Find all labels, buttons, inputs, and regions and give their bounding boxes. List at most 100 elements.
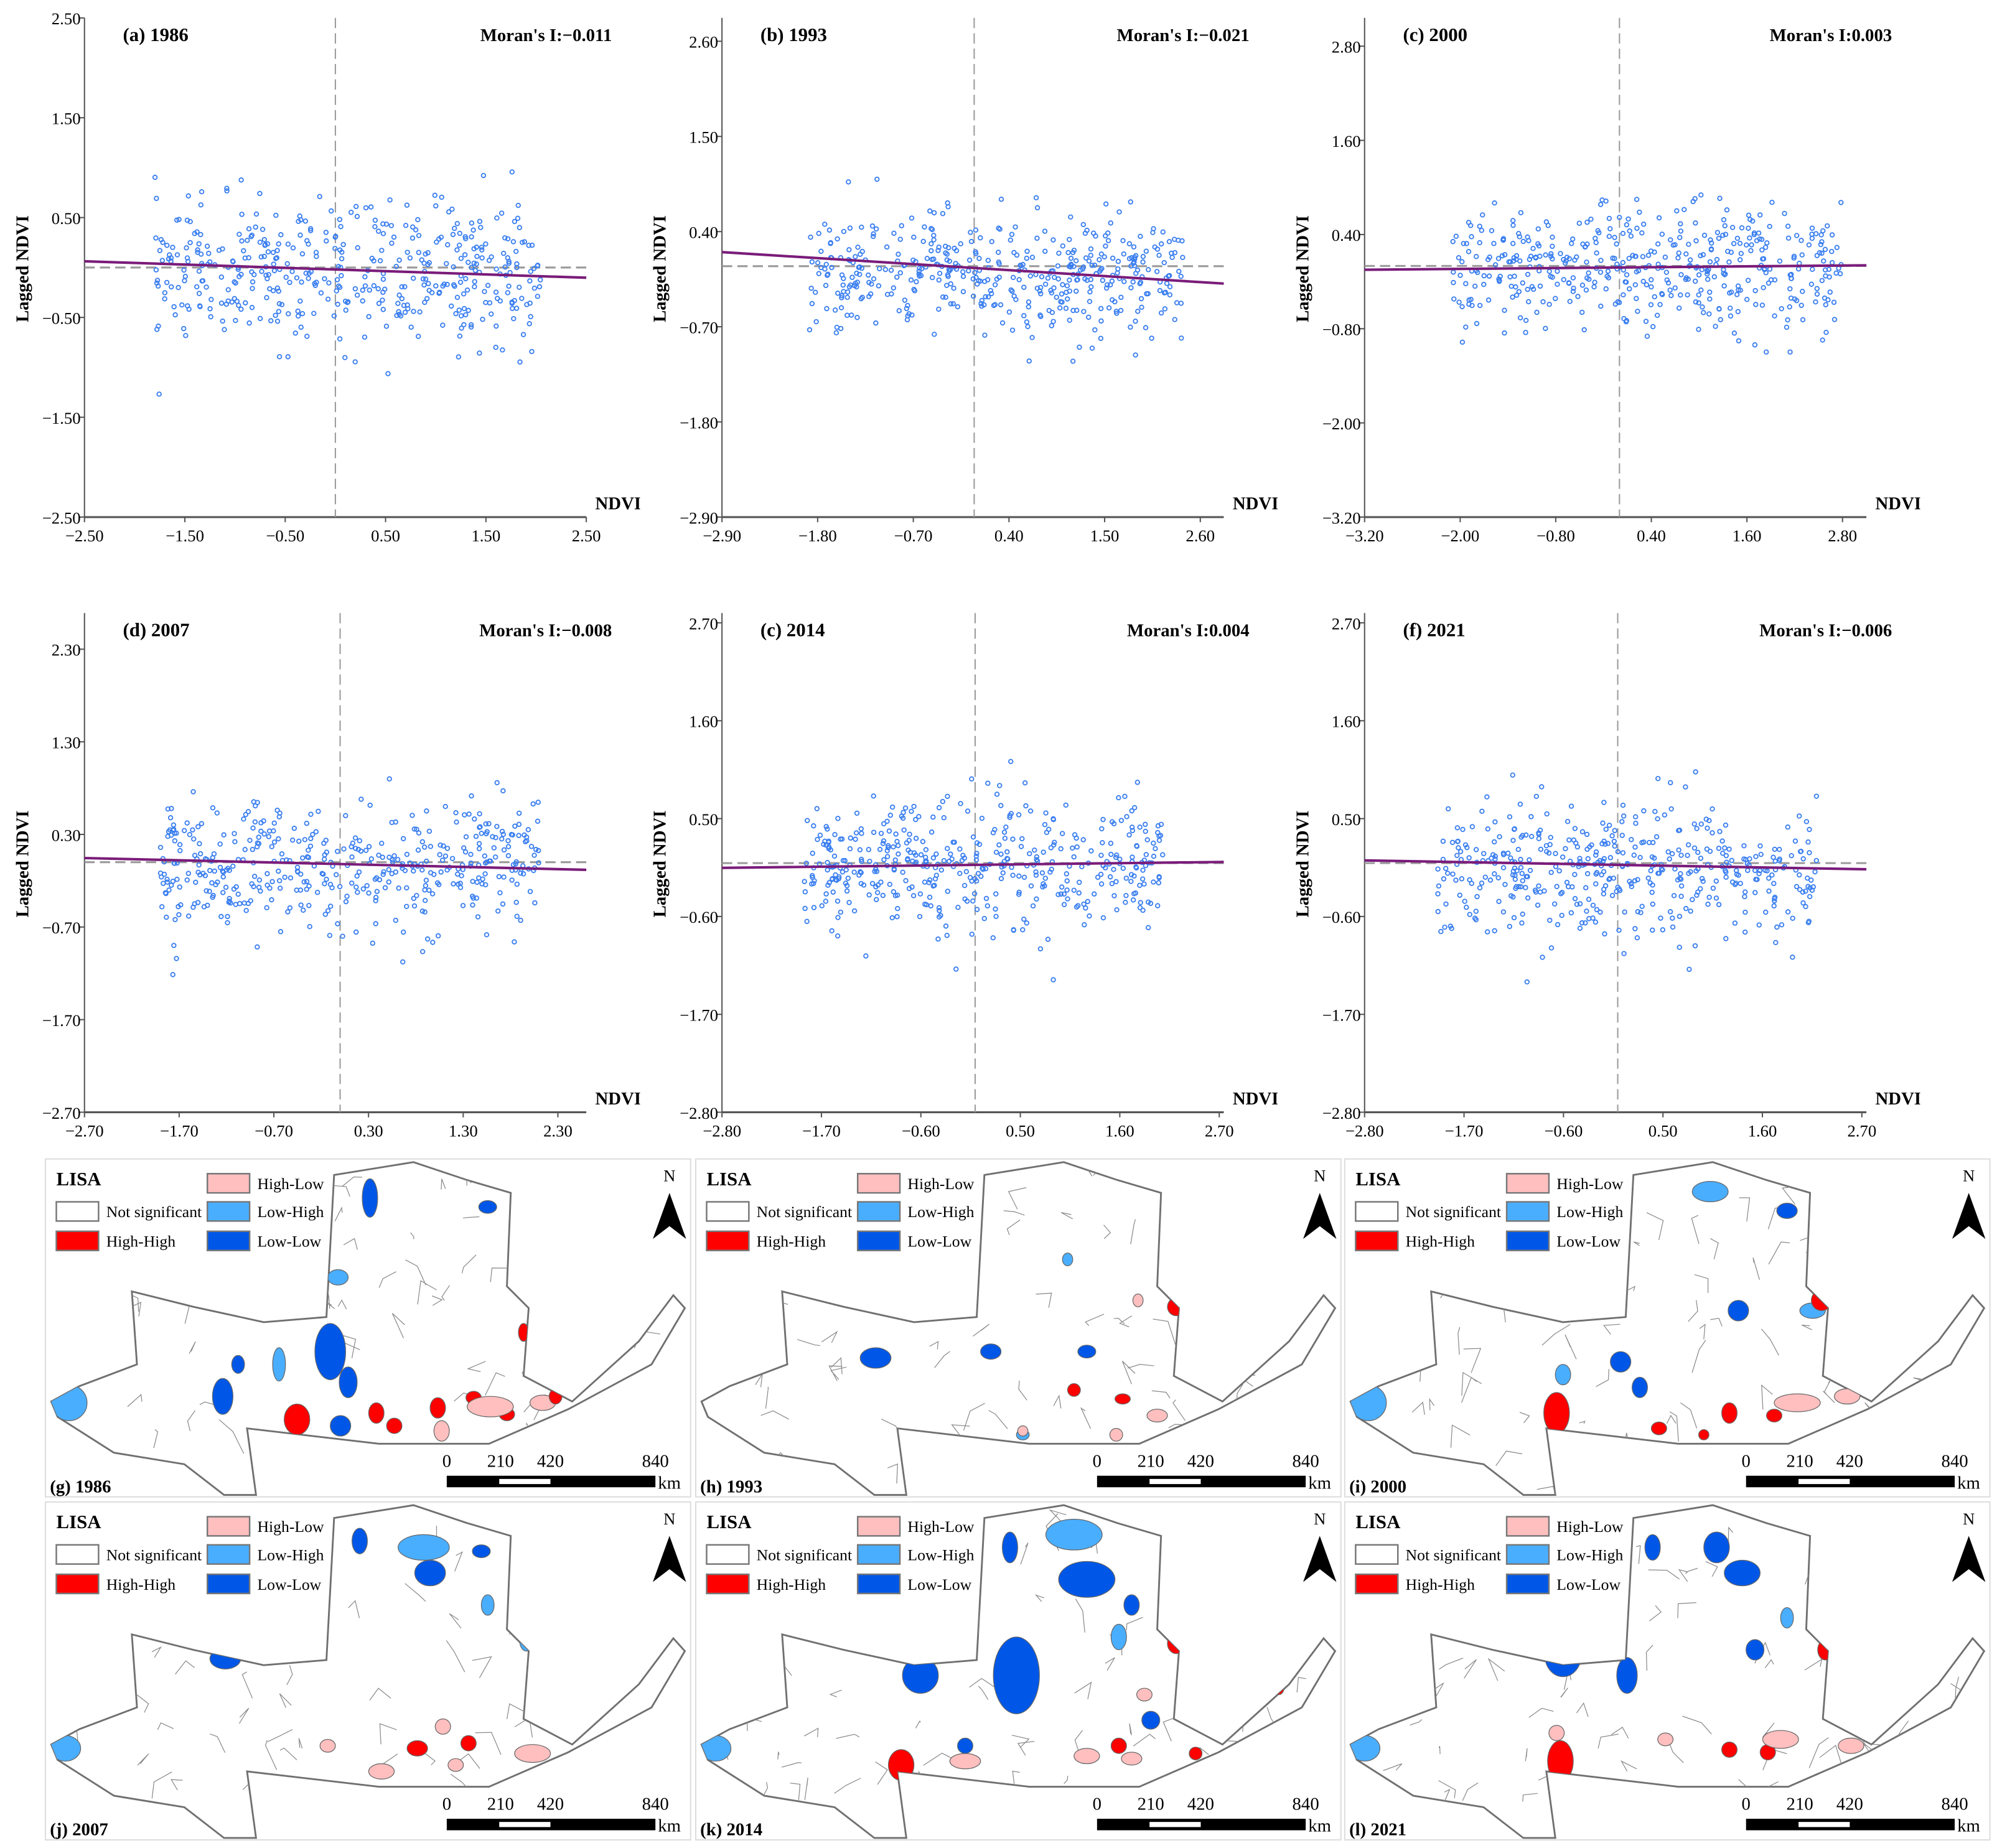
data-point [1803, 889, 1808, 894]
data-point [1676, 250, 1681, 256]
data-point [294, 275, 300, 281]
data-point [477, 350, 482, 356]
data-point [367, 802, 373, 808]
data-point [499, 828, 505, 834]
data-point [297, 232, 303, 238]
data-point [241, 248, 246, 254]
data-point [1010, 274, 1016, 281]
data-point [896, 851, 901, 857]
data-point [350, 840, 356, 846]
district-boundary [286, 1665, 293, 1686]
data-point [1060, 243, 1066, 249]
data-point [1510, 241, 1516, 246]
data-point [1621, 813, 1627, 819]
district-boundary [446, 1640, 465, 1673]
data-point [1445, 806, 1451, 812]
data-point [1139, 304, 1144, 310]
data-point [1098, 318, 1104, 324]
map-panel-label: (j) 2007 [50, 1820, 108, 1840]
data-point [1473, 917, 1479, 923]
data-point [172, 838, 178, 844]
data-point [1457, 849, 1464, 854]
data-point [271, 261, 276, 267]
data-point [366, 844, 372, 849]
district-boundary [1074, 1681, 1092, 1699]
data-point [1659, 291, 1665, 297]
data-point [1489, 228, 1495, 233]
data-point [319, 870, 325, 877]
data-point [1800, 289, 1805, 294]
data-point [1813, 299, 1818, 305]
data-point [1665, 280, 1672, 286]
data-point [976, 841, 983, 847]
data-point [1080, 222, 1087, 228]
data-point [1518, 884, 1524, 890]
district-boundary [1429, 1398, 1435, 1411]
data-point [1575, 294, 1581, 299]
data-point [1584, 275, 1590, 281]
data-point [1619, 833, 1625, 838]
scale-tick-label: 840 [1293, 1794, 1319, 1814]
legend-label: Low-Low [257, 1575, 321, 1594]
data-point [1149, 335, 1154, 341]
district-boundary [279, 1747, 297, 1760]
data-point [1619, 819, 1625, 824]
cluster-ll-region [957, 1737, 973, 1754]
data-point [215, 879, 220, 885]
data-point [1139, 876, 1146, 882]
data-point [1157, 287, 1163, 294]
data-point [230, 259, 236, 264]
data-point [471, 260, 477, 266]
data-point [210, 805, 216, 811]
data-point [1737, 880, 1743, 887]
data-point [255, 840, 261, 846]
data-point [304, 879, 310, 884]
data-point [1077, 879, 1082, 885]
data-point [1022, 780, 1028, 786]
data-point [1057, 305, 1063, 311]
data-point [857, 847, 863, 852]
data-point [344, 894, 350, 899]
data-point [998, 803, 1004, 808]
data-point [470, 902, 475, 908]
data-point [358, 796, 364, 802]
data-point [1174, 300, 1180, 306]
data-point [485, 282, 491, 288]
data-point [426, 887, 432, 893]
data-point [1639, 840, 1645, 846]
data-point [374, 889, 380, 894]
data-point [404, 903, 409, 910]
data-point [811, 878, 817, 884]
legend-swatch-lh [1505, 1201, 1550, 1222]
data-point [1473, 847, 1479, 852]
data-point [249, 881, 255, 887]
data-point [1742, 889, 1748, 895]
district-boundary [93, 1454, 101, 1476]
data-point [1510, 294, 1515, 300]
data-point [1678, 870, 1683, 877]
data-point [223, 301, 230, 307]
data-point [1597, 269, 1604, 275]
x-axis-label: NDVI [1876, 494, 1920, 514]
district-boundary [286, 1834, 297, 1838]
data-point [483, 241, 489, 247]
data-point [970, 293, 976, 299]
data-point [1813, 231, 1819, 236]
data-point [1756, 230, 1762, 236]
district-boundary [1442, 1788, 1451, 1806]
data-point [1088, 277, 1094, 282]
data-point [1005, 856, 1011, 862]
data-point [975, 281, 980, 287]
data-point [1746, 225, 1751, 231]
legend-swatch-lh [856, 1201, 901, 1222]
data-point [1449, 839, 1456, 846]
data-point [1634, 225, 1640, 231]
data-point [1787, 286, 1793, 292]
data-point [1510, 872, 1516, 878]
district-boundary [189, 1341, 196, 1355]
district-boundary [54, 1609, 66, 1622]
data-point [276, 309, 282, 314]
data-point [1766, 888, 1772, 894]
